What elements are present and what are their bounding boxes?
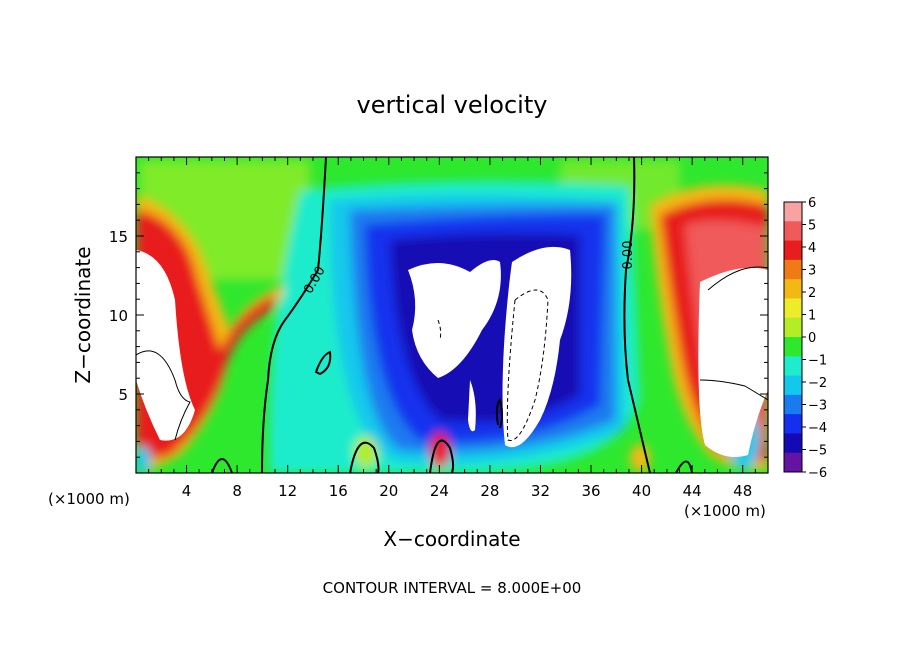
colorbar-label: 3 [808, 264, 816, 279]
x-tick-label: 20 [379, 482, 398, 500]
x-tick-label: 48 [733, 482, 752, 500]
x-tick-label: 12 [278, 482, 297, 500]
x-tick-label: 28 [480, 482, 499, 500]
colorbar-label: −6 [808, 466, 827, 481]
x-axis-ticks: 4 8 12 16 20 24 28 32 36 40 44 48 [148, 157, 756, 500]
colorbar-label: −4 [808, 421, 827, 436]
x-tick-label: 24 [430, 482, 449, 500]
contour-label-right: 0.00 [621, 241, 636, 270]
colorbar-swatch [784, 337, 802, 357]
colorbar-label: −1 [808, 354, 827, 369]
colorbar-label: 0 [808, 331, 816, 346]
x-tick-label: 8 [232, 482, 242, 500]
y-tick-label: 15 [109, 228, 128, 246]
colorbar-label: 1 [808, 309, 816, 324]
x-axis-label: X−coordinate [383, 527, 520, 551]
y-tick-label: 10 [109, 307, 128, 325]
y-axis-label: Z−coordinate [71, 246, 95, 383]
y-tick-label: 5 [118, 386, 128, 404]
x-tick-label: 40 [632, 482, 651, 500]
colorbar-label: 2 [808, 286, 816, 301]
colorbar-label: −5 [808, 444, 827, 459]
x-tick-label: 36 [581, 482, 600, 500]
colorbar-swatch [784, 240, 802, 261]
colorbar-swatch [784, 433, 802, 454]
colorbar-swatch [784, 452, 802, 473]
colorbar-label: −3 [808, 399, 827, 414]
chart-title: vertical velocity [357, 91, 548, 119]
colorbar-label: −2 [808, 376, 827, 391]
colorbar-swatch [784, 298, 802, 319]
x-unit-label-right: (×1000 m) [684, 502, 766, 520]
y-axis-ticks: 5 10 15 [109, 172, 768, 458]
colorbar-swatch [784, 375, 802, 396]
colorbar: 6 5 4 3 2 1 0 −1 −2 −3 −4 −5 −6 [783, 196, 827, 481]
colorbar-swatch [784, 394, 802, 415]
colorbar-swatch [784, 202, 802, 222]
x-tick-label: 16 [329, 482, 348, 500]
x-tick-label: 44 [683, 482, 702, 500]
x-tick-label: 32 [531, 482, 550, 500]
colorbar-swatch [784, 279, 802, 299]
colorbar-swatch [784, 317, 802, 338]
colorbar-swatch [784, 414, 802, 434]
colorbar-label: 6 [808, 196, 816, 211]
colorbar-label: 5 [808, 219, 816, 234]
x-tick-label: 4 [182, 482, 192, 500]
colorbar-swatch [784, 356, 802, 377]
contour-interval-footer: CONTOUR INTERVAL = 8.000E+00 [323, 579, 582, 597]
colorbar-swatch [784, 259, 802, 280]
colorbar-label: 4 [808, 241, 816, 256]
x-unit-label-left: (×1000 m) [48, 490, 130, 508]
velocity-field [136, 157, 768, 473]
colorbar-swatch [784, 221, 802, 242]
